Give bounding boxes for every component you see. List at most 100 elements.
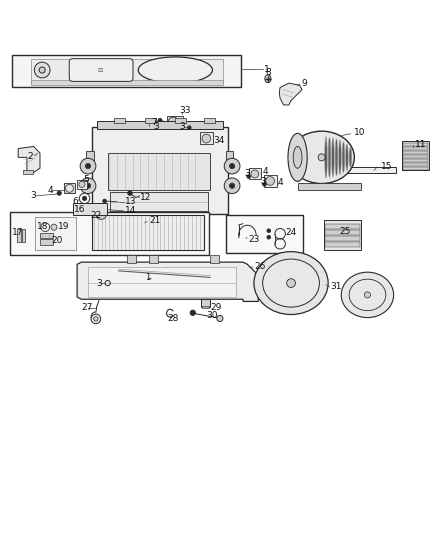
Text: 3: 3 [30, 191, 36, 200]
Text: 16: 16 [74, 205, 85, 214]
Bar [97, 121, 223, 129]
Ellipse shape [339, 140, 341, 175]
Bar [325, 230, 360, 235]
Bar [325, 243, 360, 247]
Polygon shape [279, 83, 302, 105]
Bar [175, 118, 186, 123]
Text: 10: 10 [353, 127, 365, 136]
Bar [226, 215, 303, 253]
Bar [92, 215, 204, 250]
Text: 1: 1 [145, 273, 150, 282]
Ellipse shape [349, 279, 386, 311]
Ellipse shape [85, 164, 91, 169]
Ellipse shape [224, 158, 240, 174]
Text: 24: 24 [286, 228, 297, 237]
Text: 3: 3 [180, 122, 185, 131]
Ellipse shape [328, 137, 331, 177]
Ellipse shape [217, 316, 223, 321]
Ellipse shape [267, 229, 271, 232]
Ellipse shape [82, 196, 87, 200]
Text: 8: 8 [266, 68, 272, 77]
Ellipse shape [346, 144, 348, 171]
Text: 29: 29 [211, 303, 222, 312]
Ellipse shape [325, 136, 327, 178]
Ellipse shape [247, 175, 251, 179]
Polygon shape [18, 147, 40, 173]
Bar [324, 220, 361, 250]
Bar [325, 224, 360, 229]
Bar [77, 180, 87, 189]
Ellipse shape [364, 292, 371, 298]
Text: 27: 27 [81, 303, 93, 312]
Text: 14: 14 [125, 206, 137, 215]
Ellipse shape [158, 118, 162, 122]
Ellipse shape [66, 184, 74, 192]
Text: 7: 7 [151, 118, 157, 127]
Ellipse shape [79, 193, 90, 204]
Bar [31, 79, 223, 85]
Bar [403, 147, 427, 150]
Bar [73, 203, 107, 215]
Ellipse shape [91, 314, 101, 324]
Bar [204, 118, 215, 123]
Text: 5: 5 [84, 175, 89, 184]
Bar [35, 217, 76, 250]
Ellipse shape [342, 142, 345, 173]
Text: 18: 18 [36, 222, 48, 231]
Ellipse shape [341, 272, 394, 318]
Bar [200, 133, 213, 144]
Text: 23: 23 [249, 235, 260, 244]
Bar [114, 118, 125, 123]
Ellipse shape [332, 138, 334, 177]
Ellipse shape [349, 148, 352, 167]
Ellipse shape [263, 259, 319, 307]
Text: 4: 4 [48, 185, 53, 195]
Text: 13: 13 [125, 197, 137, 206]
Ellipse shape [78, 71, 83, 76]
Ellipse shape [251, 170, 259, 178]
Text: 17: 17 [12, 228, 24, 237]
Bar [210, 255, 219, 263]
Bar [403, 143, 427, 146]
Text: 33: 33 [179, 106, 191, 115]
Text: 3: 3 [260, 177, 266, 187]
Ellipse shape [94, 317, 98, 321]
Text: 1: 1 [264, 64, 269, 74]
Ellipse shape [79, 181, 85, 188]
Ellipse shape [51, 224, 57, 230]
Ellipse shape [39, 67, 45, 73]
Ellipse shape [265, 75, 271, 83]
Bar [226, 151, 233, 161]
Bar [110, 192, 208, 211]
FancyBboxPatch shape [69, 59, 133, 82]
Ellipse shape [190, 310, 195, 316]
Text: ⊟: ⊟ [98, 68, 103, 72]
Ellipse shape [230, 164, 235, 169]
Bar [17, 229, 21, 243]
Text: 22: 22 [90, 211, 102, 220]
Text: 4: 4 [263, 167, 268, 176]
Bar [324, 167, 396, 173]
Bar [249, 168, 261, 179]
Text: 21: 21 [149, 216, 160, 225]
Bar [403, 166, 427, 169]
Ellipse shape [287, 279, 295, 287]
Bar [403, 151, 427, 154]
Bar [297, 183, 361, 190]
Bar [11, 212, 209, 255]
Ellipse shape [254, 252, 328, 314]
Polygon shape [77, 262, 258, 302]
Ellipse shape [267, 236, 271, 239]
Bar [64, 183, 75, 193]
Bar [127, 255, 136, 263]
Bar [403, 159, 427, 161]
Text: 15: 15 [381, 161, 392, 171]
Ellipse shape [224, 178, 240, 193]
Ellipse shape [263, 183, 266, 186]
Text: 3: 3 [96, 279, 102, 288]
Bar [86, 151, 94, 161]
Text: 30: 30 [206, 311, 217, 320]
Text: 3: 3 [153, 122, 159, 131]
Text: 31: 31 [331, 281, 342, 290]
Text: 19: 19 [57, 222, 69, 231]
